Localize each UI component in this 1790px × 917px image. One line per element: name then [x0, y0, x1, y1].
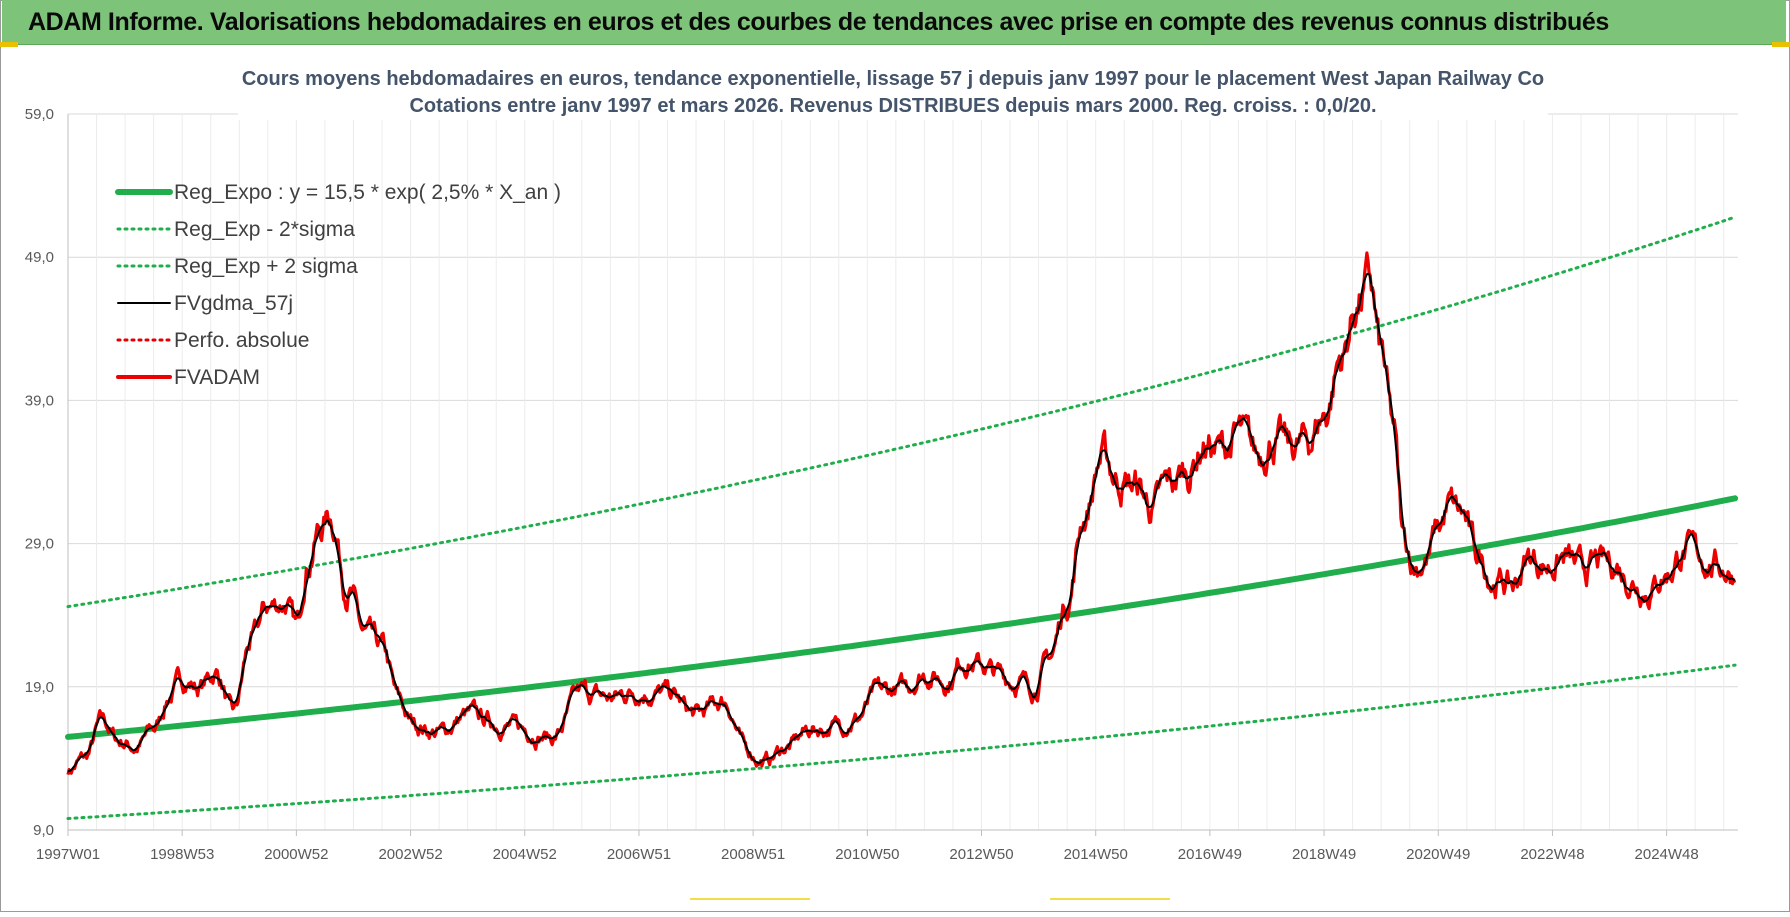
legend-label: Perfo. absolue — [174, 329, 309, 352]
chart-title: Cours moyens hebdomadaires en euros, ten… — [242, 68, 1544, 90]
x-tick-label: 2006W51 — [607, 846, 671, 863]
header-banner: ADAM Informe. Valorisations hebdomadaire… — [2, 0, 1786, 45]
y-axis-ticks: 59,0 49,0 39,0 29,0 19,0 9,0 — [25, 106, 54, 839]
x-tick-label: 2002W52 — [378, 846, 442, 863]
x-tick-label: 2016W49 — [1178, 846, 1242, 863]
x-tick-label: 2020W49 — [1406, 846, 1470, 863]
y-tick-label: 19,0 — [25, 679, 54, 696]
x-tick-label: 2018W49 — [1292, 846, 1356, 863]
bottom-mark-1 — [690, 898, 810, 900]
series-line-fvgdma — [67, 272, 1736, 773]
x-tick-label: 1998W53 — [150, 846, 214, 863]
chart-titles: Cours moyens hebdomadaires en euros, ten… — [238, 64, 1548, 120]
series-line-exp — [65, 495, 1739, 740]
page-title: ADAM Informe. Valorisations hebdomadaire… — [28, 8, 1609, 36]
y-tick-label: 29,0 — [25, 536, 54, 553]
y-tick-label: 49,0 — [25, 249, 54, 266]
legend-label: Reg_Exp - 2*sigma — [174, 218, 355, 241]
x-tick-label: 2000W52 — [264, 846, 328, 863]
corner-mark-right — [1772, 42, 1790, 47]
legend-label: FVADAM — [174, 366, 260, 389]
x-tick-label: 2022W48 — [1520, 846, 1584, 863]
legend-label: Reg_Expo : y = 15,5 * exp( 2,5% * X_an ) — [174, 181, 561, 204]
line-chart: 59,0 49,0 39,0 29,0 19,0 9,0 1997W01 1998W53 20… — [25, 64, 1739, 863]
x-tick-label: 2008W51 — [721, 846, 785, 863]
x-tick-label: 2004W52 — [493, 846, 557, 863]
x-tick-label: 1997W01 — [36, 846, 100, 863]
x-tick-label: 2012W50 — [949, 846, 1013, 863]
x-axis-ticks: 1997W01 1998W53 2000W52 2002W52 2004W52 2006W… — [36, 830, 1699, 863]
title-background — [238, 64, 1548, 120]
x-tick-label: 2010W50 — [835, 846, 899, 863]
chart-area: 59,0 49,0 39,0 29,0 19,0 9,0 1997W01 1998W53 20… — [0, 46, 1790, 912]
legend-label: Reg_Exp + 2 sigma — [174, 255, 358, 278]
legend-label: FVgdma_57j — [174, 292, 293, 315]
x-tick-label: 2014W50 — [1064, 846, 1128, 863]
x-tick-label: 2024W48 — [1635, 846, 1699, 863]
series-line-exp — [66, 215, 1737, 609]
chart-subtitle: Cotations entre janv 1997 et mars 2026. … — [409, 95, 1376, 117]
y-tick-label: 59,0 — [25, 106, 54, 123]
bottom-mark-2 — [1050, 898, 1170, 900]
chart-legend: Reg_Expo : y = 15,5 * exp( 2,5% * X_an )… — [115, 181, 561, 389]
y-tick-label: 39,0 — [25, 392, 54, 409]
corner-mark-left — [0, 42, 18, 47]
series-lines — [65, 215, 1739, 820]
series-line-exp — [66, 663, 1737, 820]
y-tick-label: 9,0 — [33, 822, 54, 839]
